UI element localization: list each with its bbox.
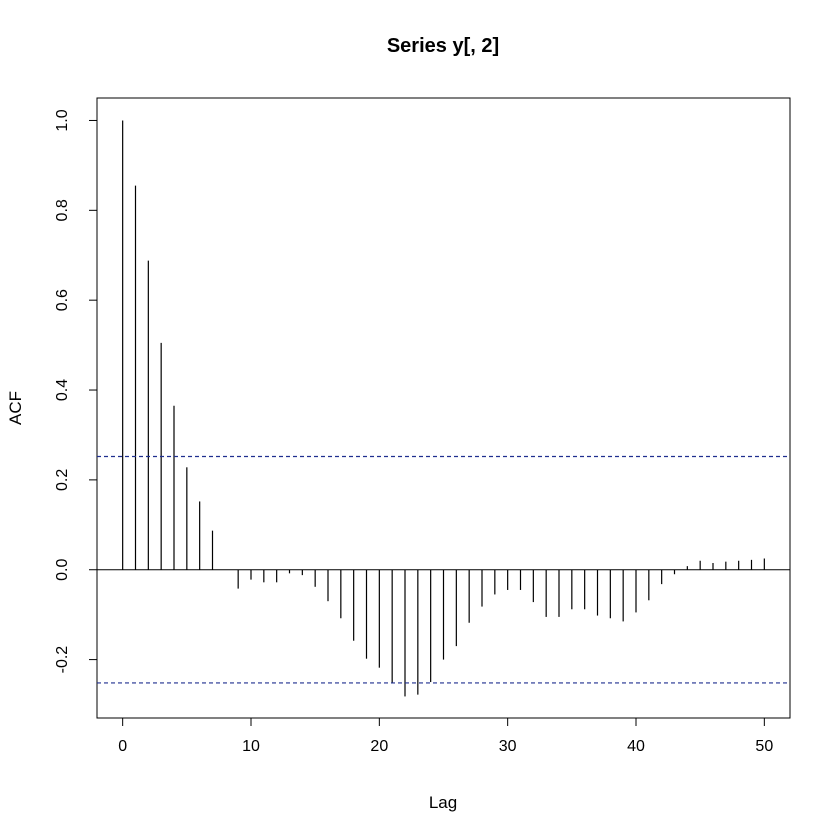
- confidence-bands: [97, 455, 790, 684]
- y-tick-label: 0.0: [54, 559, 71, 581]
- y-tick-label: -0.2: [54, 646, 71, 674]
- x-tick-label: 20: [370, 738, 388, 755]
- acf-bars: [122, 120, 765, 697]
- x-tick-label: 10: [242, 738, 260, 755]
- x-axis-label: Lag: [429, 793, 457, 812]
- chart-title: Series y[, 2]: [387, 35, 499, 57]
- x-tick-label: 50: [755, 738, 773, 755]
- y-axis: -0.2 0.0 0.2 0.4 0.6 0.8 1.0: [54, 109, 98, 674]
- y-tick-label: 0.8: [54, 199, 71, 221]
- y-tick-label: 0.4: [54, 379, 71, 401]
- y-axis-label: ACF: [6, 391, 25, 425]
- y-tick-label: 0.2: [54, 469, 71, 491]
- y-tick-label: 1.0: [54, 109, 71, 131]
- x-tick-label: 0: [118, 738, 127, 755]
- x-tick-label: 40: [627, 738, 645, 755]
- x-tick-label: 30: [499, 738, 517, 755]
- x-axis: 0 10 20 30 40 50: [118, 717, 773, 755]
- y-tick-label: 0.6: [54, 289, 71, 311]
